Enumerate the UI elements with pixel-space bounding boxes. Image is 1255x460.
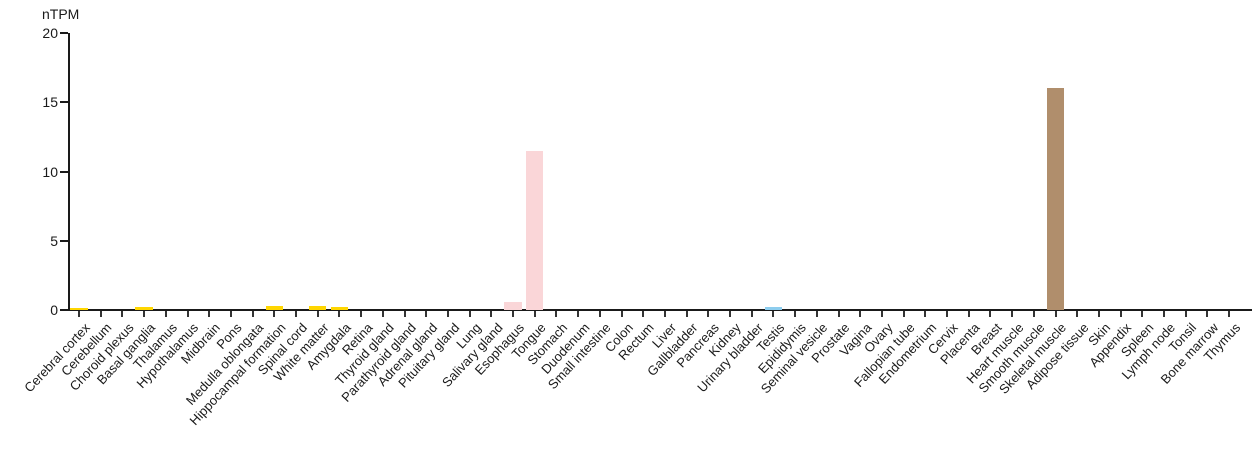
x-tick	[946, 311, 948, 317]
x-tick	[143, 311, 146, 317]
x-axis-line	[68, 309, 1252, 311]
x-tick	[1076, 311, 1079, 317]
x-tick	[837, 311, 840, 317]
x-tick	[880, 311, 883, 317]
x-tick	[1163, 311, 1165, 317]
x-tick	[208, 311, 211, 317]
y-axis-line	[68, 33, 70, 311]
x-tick	[446, 311, 449, 317]
y-tick	[60, 32, 68, 34]
x-tick	[468, 311, 471, 317]
y-tick-label: 5	[50, 232, 58, 249]
y-tick-label: 0	[50, 302, 58, 318]
x-tick	[1206, 311, 1209, 317]
x-tick	[512, 311, 514, 317]
x-tick	[78, 311, 80, 317]
bar[interactable]	[330, 307, 349, 310]
x-tick	[555, 311, 558, 317]
x-tick	[381, 311, 384, 317]
x-tick	[685, 311, 688, 317]
bar[interactable]	[764, 307, 783, 310]
x-tick	[273, 311, 276, 317]
y-tick-label: 10	[42, 163, 58, 180]
x-tick	[360, 311, 363, 317]
x-tick	[229, 311, 232, 317]
x-tick	[121, 311, 124, 317]
x-tick	[989, 311, 992, 317]
x-tick	[1097, 311, 1100, 317]
y-tick-label: 20	[42, 25, 58, 41]
y-tick	[60, 239, 68, 242]
x-tick	[902, 311, 905, 317]
x-tick	[663, 311, 666, 317]
bar[interactable]	[504, 302, 522, 310]
x-tick	[1054, 311, 1057, 317]
bar[interactable]	[526, 151, 544, 310]
x-tick	[425, 311, 428, 317]
x-tick	[99, 311, 102, 317]
x-tick	[577, 311, 580, 317]
x-tick	[815, 311, 818, 317]
x-tick	[642, 311, 645, 317]
x-tick	[490, 311, 493, 317]
x-tick	[707, 311, 710, 317]
x-tick	[1141, 311, 1144, 317]
bar[interactable]	[70, 308, 88, 310]
x-tick	[750, 311, 753, 317]
x-tick	[772, 311, 775, 317]
x-tick	[924, 311, 927, 317]
x-tick	[1228, 311, 1231, 317]
x-tick	[316, 311, 319, 317]
x-tick	[533, 311, 536, 317]
bar[interactable]	[1046, 88, 1065, 310]
y-axis-title: nTPM	[42, 6, 80, 22]
x-tick	[598, 311, 601, 317]
x-tick	[1184, 311, 1187, 317]
x-tick	[251, 311, 254, 317]
y-tick	[60, 170, 68, 173]
x-tick	[403, 311, 406, 317]
x-tick	[794, 311, 797, 317]
y-tick-label: 15	[42, 94, 58, 111]
x-tick	[729, 311, 731, 317]
x-tick	[1011, 311, 1014, 317]
x-tick	[967, 311, 970, 317]
x-tick	[859, 311, 862, 317]
y-tick	[60, 101, 68, 104]
bar[interactable]	[309, 306, 327, 310]
x-tick	[164, 311, 167, 317]
bar[interactable]	[135, 307, 153, 310]
x-tick	[338, 311, 341, 317]
x-tick	[295, 311, 297, 317]
y-tick	[60, 309, 68, 311]
x-tick	[1032, 311, 1035, 317]
x-tick	[620, 311, 623, 317]
bar[interactable]	[265, 306, 283, 310]
x-tick	[1119, 311, 1122, 317]
x-tick	[186, 311, 189, 317]
